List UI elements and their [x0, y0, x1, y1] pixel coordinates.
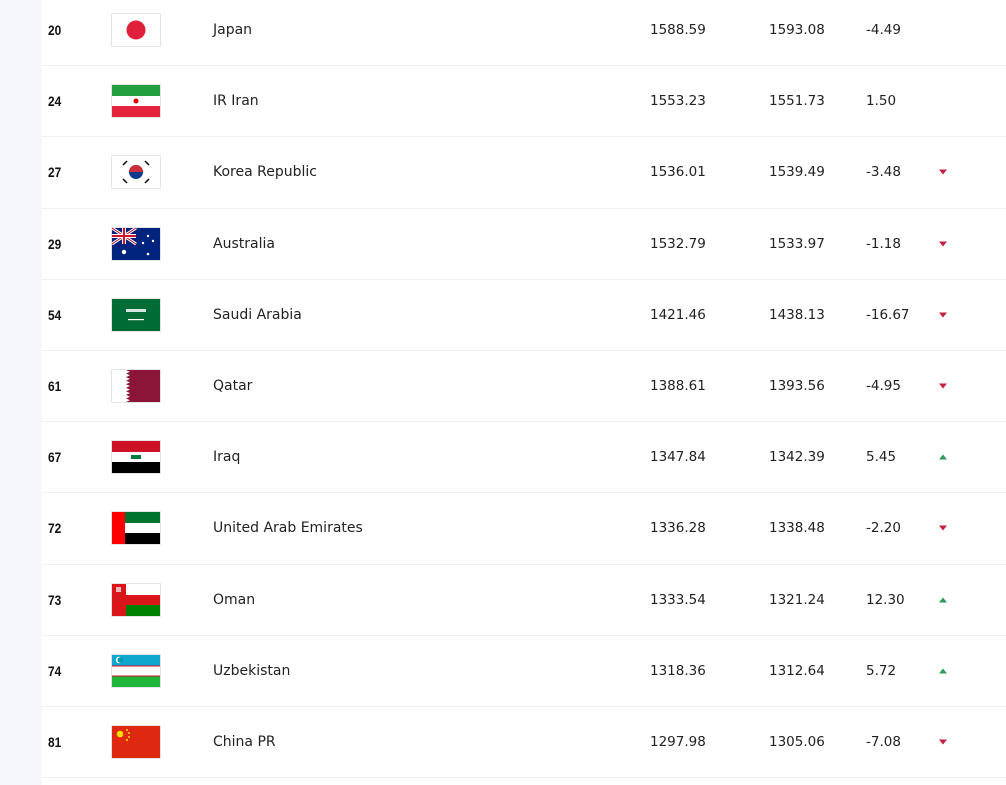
- table-row[interactable]: 20 Japan 1588.59 1593.08 -4.49: [42, 0, 1006, 67]
- china-flag: [111, 724, 161, 759]
- previous-points: 1533.97: [769, 235, 825, 252]
- table-row[interactable]: 81 China PR 1297.98 1305.06 -7.08: [42, 707, 1006, 779]
- table-row[interactable]: 24 IR Iran 1553.23 1551.73 1.50: [42, 66, 1006, 138]
- team-name[interactable]: United Arab Emirates: [213, 520, 363, 537]
- team-name[interactable]: Oman: [213, 591, 256, 608]
- total-points: 1588.59: [650, 22, 706, 39]
- total-points: 1388.61: [650, 378, 706, 395]
- sidebar-background: [0, 0, 42, 785]
- table-row[interactable]: 27 Korea Republic 1536.01 1539.49 -3.48: [42, 137, 1006, 209]
- points-change: -3.48: [866, 164, 901, 181]
- points-change: 1.50: [866, 93, 897, 110]
- rank: 72: [48, 520, 62, 537]
- trend-down-icon: [939, 525, 947, 531]
- team-name[interactable]: IR Iran: [213, 93, 259, 110]
- trend-down-icon: [939, 312, 947, 318]
- iran-flag: [111, 84, 161, 119]
- trend-down-icon: [939, 241, 947, 247]
- rank: 27: [48, 164, 62, 181]
- team-name[interactable]: China PR: [213, 733, 276, 750]
- team-name[interactable]: Saudi Arabia: [213, 306, 302, 323]
- team-name[interactable]: Iraq: [213, 449, 241, 466]
- table-row[interactable]: 29 Australia 1532.79 1533.97 -1.18: [42, 209, 1006, 280]
- iraq-flag: [111, 440, 161, 475]
- total-points: 1347.84: [650, 449, 706, 466]
- previous-points: 1312.64: [769, 662, 825, 679]
- rank: 81: [48, 733, 62, 750]
- oman-flag: [111, 582, 161, 617]
- previous-points: 1539.49: [769, 164, 825, 181]
- total-points: 1318.36: [650, 662, 706, 679]
- team-name[interactable]: Japan: [213, 22, 253, 39]
- points-change: 5.45: [866, 449, 897, 466]
- table-row[interactable]: 54 Saudi Arabia 1421.46 1438.13 -16.67: [42, 280, 1006, 351]
- trend-down-icon: [939, 739, 947, 745]
- previous-points: 1305.06: [769, 733, 825, 750]
- team-name[interactable]: Korea Republic: [213, 164, 317, 181]
- points-change: -2.20: [866, 520, 901, 537]
- japan-flag: [111, 13, 161, 48]
- qatar-flag: [111, 369, 161, 404]
- rank: 24: [48, 93, 62, 110]
- korea-flag: [111, 155, 161, 190]
- australia-flag: [111, 226, 161, 261]
- points-change: -7.08: [866, 733, 901, 750]
- trend-up-icon: [939, 597, 947, 603]
- trend-up-icon: [939, 454, 947, 460]
- previous-points: 1338.48: [769, 520, 825, 537]
- rank: 20: [48, 22, 62, 39]
- points-change: -4.95: [866, 378, 901, 395]
- total-points: 1553.23: [650, 93, 706, 110]
- uzbekistan-flag: [111, 653, 161, 688]
- table-row[interactable]: 72 United Arab Emirates 1336.28 1338.48 …: [42, 493, 1006, 565]
- previous-points: 1342.39: [769, 449, 825, 466]
- table-row[interactable]: 74 Uzbekistan 1318.36 1312.64 5.72: [42, 636, 1006, 707]
- rank: 73: [48, 591, 62, 608]
- table-row[interactable]: 73 Oman 1333.54 1321.24 12.30: [42, 565, 1006, 636]
- rank: 54: [48, 306, 62, 323]
- total-points: 1421.46: [650, 306, 706, 323]
- total-points: 1336.28: [650, 520, 706, 537]
- previous-points: 1438.13: [769, 306, 825, 323]
- team-name[interactable]: Uzbekistan: [213, 662, 291, 679]
- uae-flag: [111, 511, 161, 546]
- table-row[interactable]: 61 Qatar 1388.61 1393.56 -4.95: [42, 351, 1006, 423]
- total-points: 1536.01: [650, 164, 706, 181]
- points-change: 5.72: [866, 662, 897, 679]
- trend-down-icon: [939, 383, 947, 389]
- total-points: 1532.79: [650, 235, 706, 252]
- points-change: 12.30: [866, 591, 905, 608]
- rank: 74: [48, 662, 62, 679]
- rank: 67: [48, 449, 62, 466]
- previous-points: 1593.08: [769, 22, 825, 39]
- trend-down-icon: [939, 169, 947, 175]
- team-name[interactable]: Australia: [213, 235, 275, 252]
- points-change: -16.67: [866, 306, 910, 323]
- rank: 61: [48, 378, 62, 395]
- trend-up-icon: [939, 668, 947, 674]
- points-change: -1.18: [866, 235, 901, 252]
- table-row[interactable]: 67 Iraq 1347.84 1342.39 5.45: [42, 422, 1006, 494]
- points-change: -4.49: [866, 22, 901, 39]
- rank: 29: [48, 235, 62, 252]
- rankings-table: 20 Japan 1588.59 1593.08 -4.49 24 IR Ira…: [42, 0, 1006, 779]
- saudi-arabia-flag: [111, 297, 161, 332]
- previous-points: 1321.24: [769, 591, 825, 608]
- previous-points: 1393.56: [769, 378, 825, 395]
- team-name[interactable]: Qatar: [213, 378, 253, 395]
- previous-points: 1551.73: [769, 93, 825, 110]
- total-points: 1297.98: [650, 733, 706, 750]
- total-points: 1333.54: [650, 591, 706, 608]
